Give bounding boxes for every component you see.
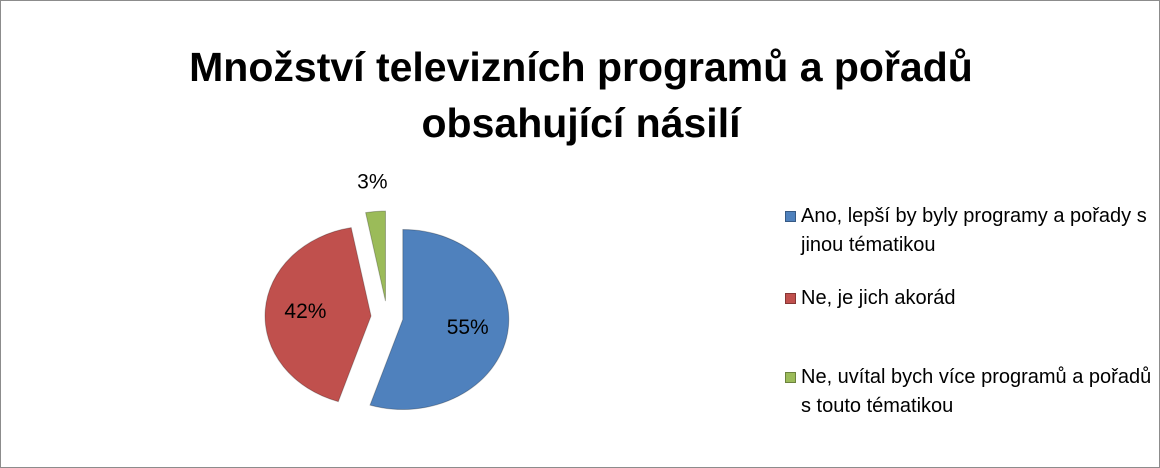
legend-label: Ne, je jich akorád (801, 287, 956, 309)
data-label: 42% (284, 300, 326, 323)
legend-label: Ne, uvítal bych více programů a pořadů s… (801, 366, 1152, 417)
legend-swatch (785, 293, 796, 304)
legend-label: Ano, lepší by byly programy a pořady s j… (801, 205, 1147, 256)
pie-slice (369, 229, 510, 411)
legend-swatch (785, 372, 796, 383)
legend-item: Ano, lepší by byly programy a pořady s j… (785, 202, 1159, 260)
legend-swatch (785, 211, 796, 222)
data-label: 3% (357, 170, 387, 193)
pie-slice (365, 210, 386, 302)
data-label: 55% (447, 316, 489, 339)
legend-item: Ne, je jich akorád (785, 284, 1159, 313)
chart-title: Množství televizních programů a pořadů o… (189, 44, 973, 146)
legend-item: Ne, uvítal bych více programů a pořadů s… (785, 363, 1159, 421)
pie-slice (264, 227, 372, 403)
